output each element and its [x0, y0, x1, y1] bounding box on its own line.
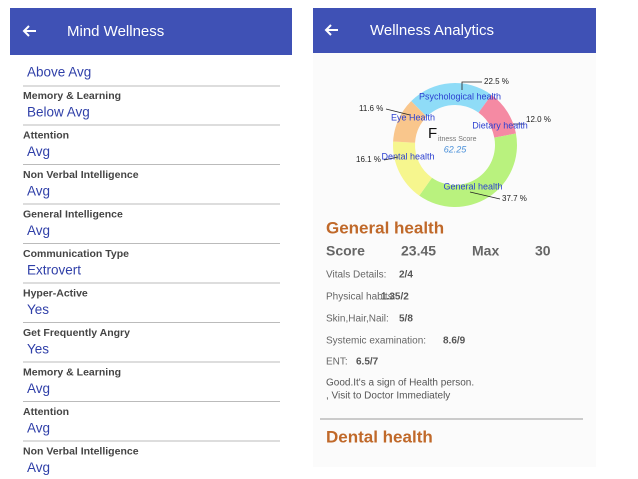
item-value: Yes	[27, 342, 49, 357]
detail-label: ENT:	[326, 357, 348, 368]
segment-name: Psychological health	[419, 91, 501, 101]
back-arrow[interactable]	[324, 24, 338, 36]
section-title: Dental health	[326, 427, 433, 446]
segment-percent: 11.6 %	[359, 104, 383, 113]
item-label: Get Frequently Angry	[23, 327, 130, 339]
center-score: 62.25	[444, 144, 468, 154]
detail-value: 1.35/2	[381, 292, 409, 303]
segment-percent: 12.0 %	[526, 115, 551, 124]
section-title: General health	[326, 218, 444, 237]
leader-line	[469, 191, 501, 200]
item-label: Hyper-Active	[23, 287, 88, 299]
item-value: Avg	[27, 381, 50, 396]
donut-segment	[393, 101, 427, 143]
item-label: Attention	[23, 406, 69, 418]
item-value: Avg	[27, 421, 50, 436]
item-value: Avg	[27, 460, 50, 475]
item-label: General Intelligence	[23, 208, 123, 220]
score-value: 23.45	[401, 243, 436, 259]
message: , Visit to Doctor Immediately	[326, 391, 450, 402]
item-value: Avg	[27, 144, 50, 159]
segment-name: Dietary health	[472, 120, 528, 130]
max-value: 30	[535, 243, 551, 259]
score-label: Score	[326, 243, 365, 259]
item-label: Non Verbal Intelligence	[23, 169, 139, 181]
item-value: Avg	[27, 223, 50, 238]
left-title: Mind Wellness	[67, 23, 164, 40]
item-value: Below Avg	[27, 105, 90, 120]
detail-value: 5/8	[399, 314, 413, 325]
item-label: Memory & Learning	[23, 90, 121, 102]
donut-segment	[392, 141, 432, 196]
donut-segment	[411, 83, 492, 117]
donut-chart: Psychological health 22.5 % Dietary health…	[356, 77, 551, 207]
segment-name: Eye Health	[391, 112, 435, 122]
leader-line	[385, 108, 411, 116]
back-arrow[interactable]	[22, 25, 36, 37]
item-value: Above Avg	[27, 65, 91, 80]
center-label: itness Score	[438, 136, 477, 143]
leader-line	[383, 156, 399, 161]
item-label: Non Verbal Intelligence	[23, 445, 139, 457]
item-value: Yes	[27, 302, 49, 317]
detail-label: Systemic examination:	[326, 336, 426, 347]
item-value: Avg	[27, 184, 50, 199]
donut-segment	[419, 133, 517, 207]
detail-value: 8.6/9	[443, 336, 466, 347]
detail-label: Physical habits:	[326, 292, 395, 303]
center-letter: F	[428, 125, 437, 142]
detail-value: 6.5/7	[356, 357, 379, 368]
item-label: Memory & Learning	[23, 366, 121, 378]
donut-segment	[478, 94, 516, 138]
message: Good.It's a sign of Health person.	[326, 378, 474, 389]
segment-percent: 16.1 %	[356, 155, 381, 164]
right-title: Wellness Analytics	[370, 22, 494, 39]
segment-name: General health	[443, 181, 502, 191]
detail-value: 2/4	[399, 270, 413, 281]
left-list: Above Avg Memory & Learning Below Avg Atten…	[23, 65, 280, 475]
detail-label: Vitals Details:	[326, 270, 386, 281]
left-app-bar	[10, 8, 292, 55]
segment-percent: 37.7 %	[502, 194, 527, 203]
item-value: Extrovert	[27, 263, 81, 278]
right-app-bar	[313, 8, 596, 53]
item-label: Attention	[23, 129, 69, 141]
leader-line	[461, 81, 482, 90]
max-label: Max	[472, 243, 499, 259]
sections: General health Score 23.45 Max 30 Vitals Deta…	[320, 218, 583, 446]
item-label: Communication Type	[23, 248, 129, 260]
detail-label: Skin,Hair,Nail:	[326, 314, 389, 325]
segment-name: Dental health	[381, 151, 434, 161]
segment-percent: 22.5 %	[484, 77, 509, 86]
